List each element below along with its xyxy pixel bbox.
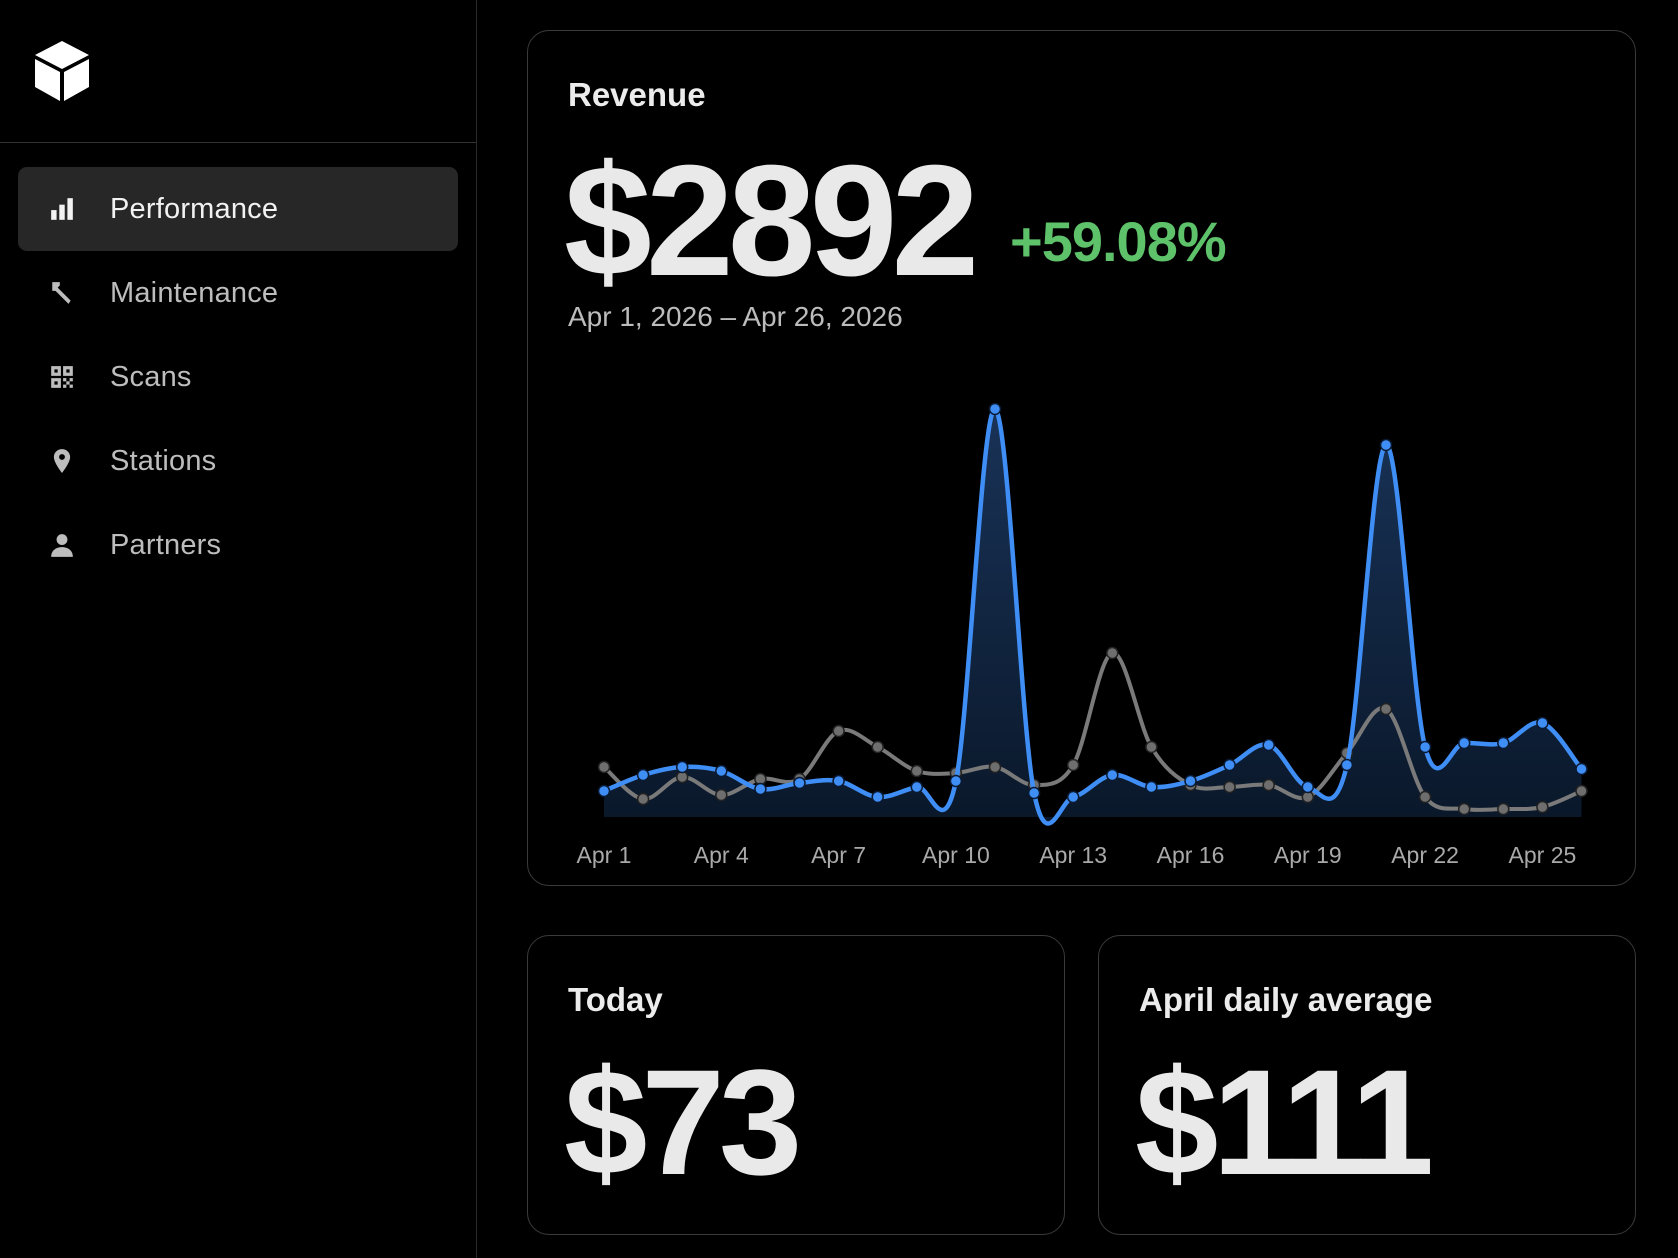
date-range: Apr 1, 2026 – Apr 26, 2026: [568, 301, 903, 332]
point-current: [1223, 758, 1236, 772]
point-previous: [871, 740, 884, 754]
point-current: [597, 784, 611, 798]
point-current: [793, 776, 806, 790]
point-current: [1536, 716, 1549, 730]
point-current: [1066, 790, 1080, 804]
sidebar-item-label: Stations: [110, 444, 217, 477]
point-current: [1418, 740, 1432, 754]
point-previous: [1497, 802, 1510, 816]
point-current: [1027, 786, 1041, 800]
x-tick-label: Apr 10: [922, 842, 990, 868]
point-previous: [1145, 740, 1158, 754]
cube-logo-icon[interactable]: [32, 39, 92, 103]
sidebar-nav: Performance Maintenance Scans: [0, 143, 476, 587]
sidebar-item-label: Maintenance: [110, 276, 279, 309]
sidebar-item-maintenance[interactable]: Maintenance: [18, 251, 458, 335]
point-current: [1106, 768, 1119, 782]
revenue-chart[interactable]: Apr 1 Apr 4 Apr 7 Apr 10 Apr 13 Apr 16 Apr 19 A…: [528, 371, 1637, 871]
point-current: [754, 782, 767, 796]
x-tick-label: Apr 19: [1274, 842, 1342, 868]
point-current: [910, 780, 924, 794]
point-current: [1457, 736, 1471, 750]
point-previous: [1106, 646, 1119, 660]
point-previous: [1418, 790, 1432, 804]
point-current: [832, 774, 845, 788]
today-card: Today $73: [527, 935, 1065, 1235]
today-value: $73: [564, 1038, 802, 1206]
x-tick-label: Apr 1: [577, 842, 632, 868]
line-current: [603, 406, 1584, 826]
sidebar-item-performance[interactable]: Performance: [18, 167, 458, 251]
point-current: [1497, 736, 1510, 750]
average-value: $111: [1135, 1038, 1434, 1206]
bar-chart-icon: [48, 195, 76, 223]
point-current: [988, 402, 1002, 416]
point-current: [636, 768, 650, 782]
point-previous: [1223, 780, 1236, 794]
average-card: April daily average $111: [1098, 935, 1636, 1235]
point-previous: [1536, 800, 1549, 814]
location-pin-icon: [48, 447, 76, 475]
point-previous: [1262, 778, 1275, 792]
point-previous: [597, 760, 611, 774]
sidebar-item-label: Partners: [110, 528, 222, 561]
sidebar: Performance Maintenance Scans: [0, 0, 477, 1258]
x-tick-label: Apr 25: [1509, 842, 1577, 868]
wrench-icon: [48, 279, 76, 307]
point-current: [1184, 774, 1197, 788]
revenue-card: Revenue $2892 +59.08% Apr 1, 2026 – Apr …: [527, 30, 1636, 886]
x-tick-label: Apr 16: [1157, 842, 1225, 868]
point-previous: [1457, 802, 1471, 816]
point-current: [1379, 438, 1393, 452]
point-current: [949, 774, 963, 788]
area-fill-current: [604, 408, 1582, 824]
qr-code-icon: [48, 363, 76, 391]
line-previous: [602, 651, 1583, 812]
point-current: [871, 790, 884, 804]
x-tick-label: Apr 7: [811, 842, 866, 868]
x-tick-label: Apr 22: [1391, 842, 1459, 868]
logo-area: [0, 0, 476, 143]
point-previous: [1379, 702, 1393, 716]
today-title: Today: [568, 981, 663, 1018]
point-current: [1301, 780, 1315, 794]
point-previous: [910, 764, 924, 778]
point-previous: [832, 724, 845, 738]
point-current: [1340, 758, 1354, 772]
point-current: [1262, 738, 1275, 752]
person-icon: [48, 531, 76, 559]
point-current: [715, 764, 728, 778]
sidebar-item-label: Scans: [110, 360, 192, 393]
sidebar-item-stations[interactable]: Stations: [18, 419, 458, 503]
point-previous: [715, 788, 728, 802]
point-previous: [1575, 784, 1588, 798]
point-previous: [636, 792, 650, 806]
point-previous: [988, 760, 1002, 774]
sidebar-item-partners[interactable]: Partners: [18, 503, 458, 587]
point-current: [675, 760, 689, 774]
revenue-title: Revenue: [568, 76, 706, 113]
average-title: April daily average: [1139, 981, 1433, 1018]
x-tick-label: Apr 13: [1039, 842, 1107, 868]
x-tick-label: Apr 4: [694, 842, 749, 868]
sidebar-item-label: Performance: [110, 192, 279, 225]
revenue-value: $2892: [564, 133, 979, 309]
sidebar-item-scans[interactable]: Scans: [18, 335, 458, 419]
point-current: [1145, 780, 1158, 794]
point-previous: [1066, 758, 1080, 772]
point-current: [1575, 762, 1588, 776]
revenue-delta: +59.08%: [1010, 210, 1227, 273]
